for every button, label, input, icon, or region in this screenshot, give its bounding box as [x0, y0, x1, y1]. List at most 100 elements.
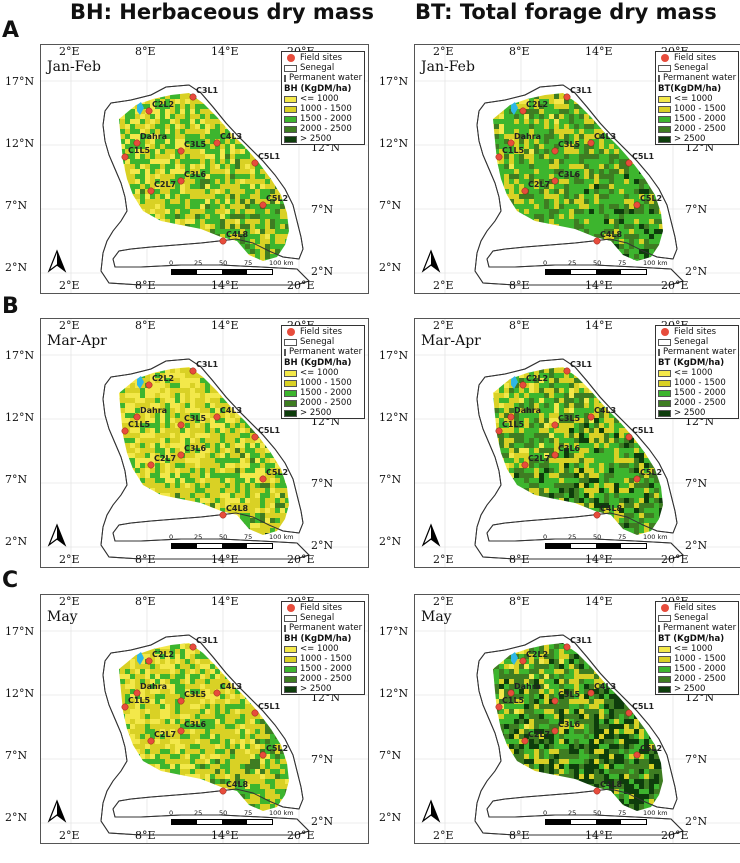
raster-cell — [574, 199, 579, 204]
field-site-marker — [521, 187, 529, 195]
raster-cell — [599, 443, 604, 448]
raster-cell — [160, 159, 165, 164]
raster-cell — [634, 194, 639, 199]
raster-cell — [175, 119, 180, 124]
raster-cell — [170, 194, 175, 199]
raster-cell — [225, 129, 230, 134]
raster-cell — [170, 149, 175, 154]
raster-cell — [235, 244, 240, 249]
raster-cell — [220, 194, 225, 199]
raster-cell — [240, 154, 245, 159]
raster-cell — [509, 433, 514, 438]
raster-cell — [554, 398, 559, 403]
raster-cell — [275, 443, 280, 448]
raster-cell — [494, 403, 499, 408]
raster-cell — [564, 378, 569, 383]
raster-cell — [125, 169, 130, 174]
panel-row-letter: B — [2, 294, 19, 319]
raster-cell — [524, 433, 529, 438]
raster-cell — [604, 368, 609, 373]
raster-cell — [524, 443, 529, 448]
raster-cell — [275, 473, 280, 478]
raster-cell — [200, 378, 205, 383]
scale-bar-segment — [172, 544, 197, 548]
raster-cell — [285, 164, 289, 169]
raster-cell — [155, 398, 160, 403]
raster-cell — [170, 174, 175, 179]
raster-cell — [160, 373, 165, 378]
raster-cell — [130, 154, 135, 159]
raster-cell — [265, 523, 270, 528]
raster-cell — [210, 503, 215, 508]
raster-cell — [534, 144, 539, 149]
raster-cell — [534, 99, 539, 104]
raster-cell — [190, 453, 195, 458]
raster-cell — [270, 244, 275, 249]
raster-cell — [285, 428, 289, 433]
raster-cell — [524, 423, 529, 428]
raster-cell — [240, 367, 245, 368]
raster-cell — [150, 204, 155, 209]
raster-cell — [190, 174, 195, 179]
raster-cell — [240, 438, 245, 443]
raster-cell — [215, 423, 220, 428]
left-column-title: BH: Herbaceous dry mass — [70, 0, 374, 24]
raster-cell — [549, 438, 554, 443]
field-site-label: C2L2 — [152, 100, 175, 109]
raster-cell — [165, 209, 170, 214]
raster-cell — [230, 169, 235, 174]
raster-cell — [220, 398, 225, 403]
raster-cell — [240, 433, 245, 438]
raster-cell — [265, 134, 270, 139]
raster-cell — [155, 139, 160, 144]
raster-cell — [210, 388, 215, 393]
raster-cell — [604, 99, 609, 104]
raster-cell — [260, 393, 265, 398]
raster-cell — [250, 184, 255, 189]
raster-cell — [205, 403, 210, 408]
raster-cell — [255, 164, 260, 169]
raster-cell — [240, 214, 245, 219]
raster-cell — [644, 413, 649, 418]
raster-cell — [265, 473, 270, 478]
raster-cell — [230, 463, 235, 468]
scale-bar-segment — [596, 270, 621, 274]
raster-cell — [649, 413, 654, 418]
raster-cell — [534, 249, 539, 254]
raster-cell — [604, 119, 609, 124]
raster-cell — [119, 204, 120, 209]
raster-cell — [604, 408, 609, 413]
lat-tick-left: 12°N — [5, 137, 35, 150]
raster-cell — [160, 483, 165, 488]
raster-cell — [130, 383, 135, 388]
raster-cell — [225, 249, 230, 254]
raster-cell — [549, 448, 554, 453]
raster-cell — [120, 403, 125, 408]
raster-cell — [255, 194, 260, 199]
raster-cell — [639, 204, 644, 209]
raster-cell — [125, 367, 130, 368]
raster-cell — [255, 124, 260, 129]
raster-cell — [619, 453, 624, 458]
raster-cell — [514, 129, 519, 134]
raster-cell — [584, 403, 589, 408]
raster-cell — [210, 169, 215, 174]
raster-cell — [539, 129, 544, 134]
raster-cell — [240, 378, 245, 383]
raster-cell — [644, 124, 649, 129]
raster-cell — [634, 134, 639, 139]
raster-cell — [604, 93, 609, 94]
raster-cell — [210, 219, 215, 224]
raster-cell — [509, 124, 514, 129]
raster-cell — [235, 159, 240, 164]
raster-cell — [205, 398, 210, 403]
raster-cell — [554, 99, 559, 104]
raster-cell — [579, 463, 584, 468]
raster-cell — [524, 383, 529, 388]
raster-cell — [569, 383, 574, 388]
raster-cell — [589, 194, 594, 199]
raster-cell — [175, 249, 180, 254]
raster-cell — [519, 367, 524, 368]
raster-cell — [235, 114, 240, 119]
raster-cell — [609, 458, 614, 463]
